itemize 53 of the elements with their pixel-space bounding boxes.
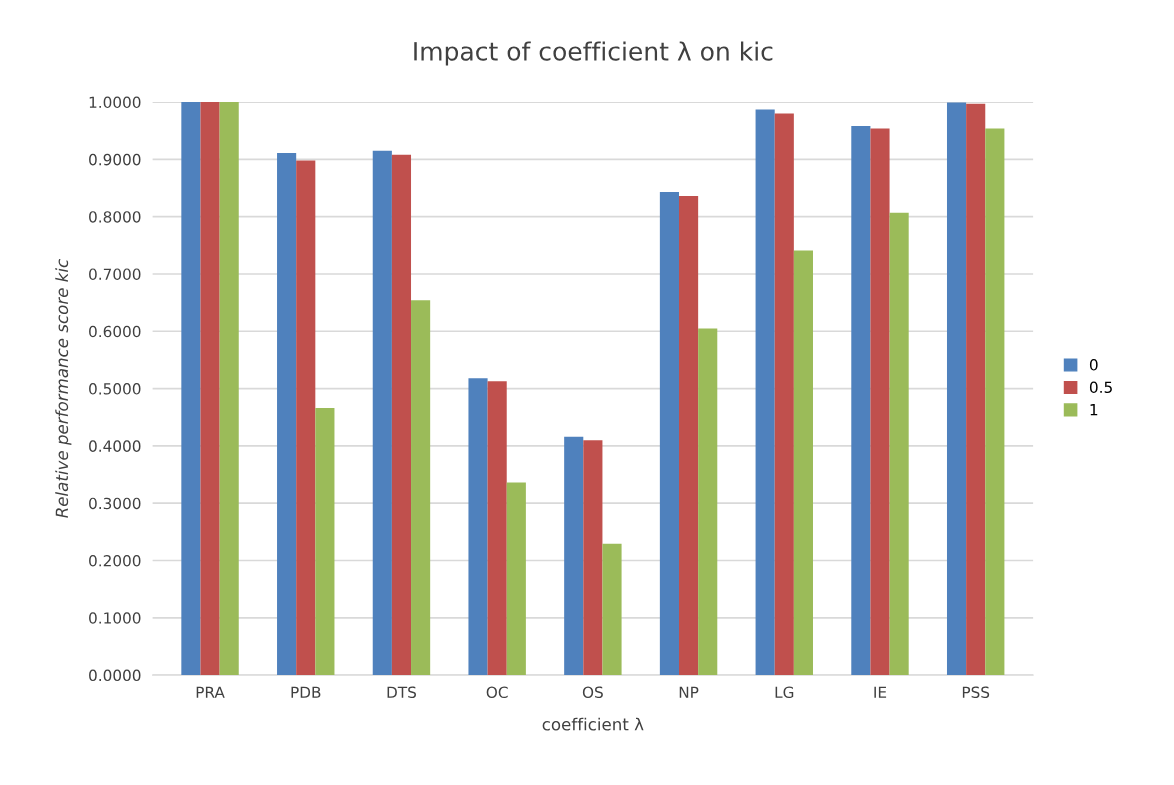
bar <box>296 160 316 676</box>
bar <box>506 482 526 676</box>
y-axis-title: Relative performance score kic <box>55 259 72 518</box>
bar <box>851 126 871 676</box>
bar <box>755 109 775 676</box>
x-tick-label: PDB <box>291 686 321 698</box>
bar <box>487 381 507 676</box>
x-tick-label: DTS <box>387 686 416 699</box>
x-tick-label: PRA <box>196 686 225 698</box>
x-tick-label: IE <box>874 686 887 698</box>
bar <box>372 150 392 676</box>
y-tick-label: 0.9000 <box>89 153 141 166</box>
legend-label: 0.5 <box>1089 381 1112 394</box>
y-tick-label: 0.4000 <box>89 440 141 452</box>
x-tick-label: OS <box>582 686 603 699</box>
y-tick-label: 0.6000 <box>89 325 141 338</box>
bar <box>946 102 967 676</box>
bar <box>564 436 584 676</box>
bar <box>602 543 622 676</box>
x-tick-label: OC <box>486 686 508 699</box>
y-tick-label: 0.5000 <box>89 383 141 395</box>
bar <box>698 328 718 676</box>
bar <box>659 192 680 676</box>
bar <box>985 128 1005 676</box>
bar <box>468 378 488 676</box>
x-tick-label: NP <box>679 686 699 698</box>
y-tick-label: 0.8000 <box>89 211 141 223</box>
y-tick-label: 0.3000 <box>89 497 141 510</box>
bar <box>583 440 603 676</box>
bar <box>277 153 297 676</box>
bar <box>200 102 220 676</box>
x-axis-title: coefficient λ <box>542 717 644 731</box>
bar <box>219 102 239 676</box>
bar <box>774 113 794 676</box>
y-tick-label: 0.1000 <box>89 612 141 624</box>
bar <box>315 408 335 676</box>
bar <box>679 196 699 676</box>
bar <box>391 154 412 676</box>
bar <box>966 103 986 676</box>
bar <box>793 250 813 676</box>
bar <box>181 102 201 676</box>
chart-title: Impact of coefficient λ on kic <box>414 41 773 66</box>
x-tick-label: PSS <box>962 686 990 699</box>
legend-label: 0 <box>1089 359 1098 371</box>
y-tick-label: 0.7000 <box>89 268 141 280</box>
y-tick-label: 0.0000 <box>89 669 141 682</box>
bar <box>411 300 431 676</box>
x-tick-label: LG <box>775 686 794 699</box>
y-tick-label: 1.0000 <box>89 96 141 109</box>
bar <box>870 128 890 676</box>
bar <box>889 212 909 676</box>
legend-label: 1 <box>1090 404 1098 416</box>
y-tick-label: 0.2000 <box>89 554 141 567</box>
